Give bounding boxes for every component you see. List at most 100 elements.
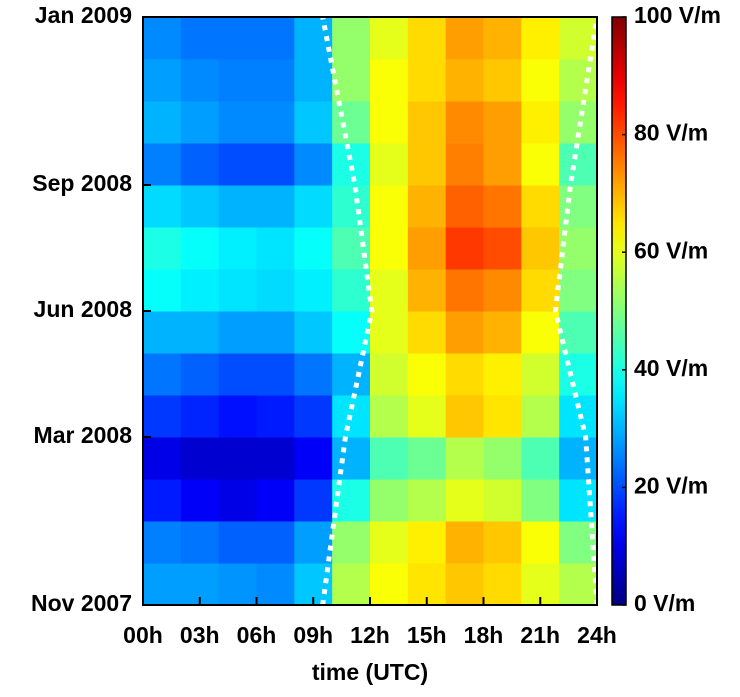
heatmap-cell — [180, 143, 220, 186]
heatmap-cell — [521, 269, 560, 312]
heatmap-cell — [407, 17, 447, 60]
heatmap-cell — [370, 563, 409, 606]
heatmap-cell — [407, 521, 447, 564]
heatmap-cell — [370, 227, 409, 270]
heatmap-cell — [370, 521, 409, 564]
heatmap-cell — [256, 143, 295, 186]
heatmap-cell — [180, 353, 220, 396]
heatmap-cell — [559, 59, 598, 102]
heatmap-cell — [143, 17, 182, 60]
heatmap-cell — [332, 563, 371, 606]
heatmap-cell — [180, 17, 220, 60]
heatmap-cell — [332, 521, 371, 564]
heatmap-cell — [483, 185, 522, 228]
heatmap-cell — [332, 227, 371, 270]
heatmap-cell — [521, 479, 560, 522]
heatmap-cell — [294, 521, 333, 564]
heatmap-cell — [143, 395, 182, 438]
heatmap-cell — [559, 143, 598, 186]
heatmap-cell — [294, 479, 333, 522]
heatmap-cell — [294, 227, 333, 270]
heatmap-cell — [180, 227, 220, 270]
heatmap-cell — [256, 479, 295, 522]
colorbar-tick-label: 80 V/m — [634, 120, 708, 146]
heatmap-cell — [218, 143, 257, 186]
heatmap-cell — [407, 227, 447, 270]
heatmap-cell — [294, 185, 333, 228]
heatmap-cell — [143, 59, 182, 102]
heatmap-cell — [370, 311, 409, 354]
boundary-curve — [552, 16, 600, 606]
heatmap-cell — [218, 59, 257, 102]
heatmap-cell — [143, 269, 182, 312]
heatmap-cell — [483, 395, 522, 438]
heatmap-cell — [332, 269, 371, 312]
heatmap-cell — [143, 479, 182, 522]
heatmap-cell — [370, 437, 409, 480]
heatmap-cell — [407, 59, 447, 102]
heatmap-cell — [180, 479, 220, 522]
heatmap-cell — [256, 311, 295, 354]
heatmap-cell — [294, 59, 333, 102]
heatmap-cell — [218, 353, 257, 396]
heatmap-cell — [445, 185, 484, 228]
heatmap-cell — [180, 269, 220, 312]
heatmap-cell — [218, 563, 257, 606]
heatmap-cell — [483, 59, 522, 102]
heatmap-cell — [294, 437, 333, 480]
heatmap-cell — [294, 311, 333, 354]
heatmap-cell — [218, 185, 257, 228]
heatmap-cell — [445, 437, 484, 480]
heatmap-cell — [143, 101, 182, 144]
heatmap-cell — [445, 227, 484, 270]
heatmap-cell — [445, 521, 484, 564]
heatmap-cell — [559, 353, 598, 396]
heatmap-cell — [294, 143, 333, 186]
heatmap-cell — [483, 479, 522, 522]
heatmap-cell — [143, 563, 182, 606]
heatmap-cell — [256, 269, 295, 312]
x-tick-label: 21h — [520, 622, 560, 648]
heatmap-cell — [445, 59, 484, 102]
heatmap-cell — [445, 563, 484, 606]
colorbar-tick-label: 40 V/m — [634, 355, 708, 381]
heatmap-cell — [143, 311, 182, 354]
heatmap-cell — [559, 269, 598, 312]
heatmap-cell — [483, 353, 522, 396]
heatmap-cell — [407, 479, 447, 522]
heatmap-cell — [521, 227, 560, 270]
heatmap-cell — [370, 143, 409, 186]
heatmap-cell — [521, 311, 560, 354]
heatmap-cell — [143, 185, 182, 228]
heatmap-cell — [256, 563, 295, 606]
colorbar-tick-label: 100 V/m — [634, 2, 721, 28]
heatmap-cell — [256, 59, 295, 102]
y-tick-label: Mar 2008 — [34, 422, 133, 448]
heatmap-cell — [332, 353, 371, 396]
heatmap-cell — [370, 353, 409, 396]
heatmap-cell — [407, 437, 447, 480]
heatmap-cell — [218, 521, 257, 564]
y-tick-label: Sep 2008 — [32, 170, 132, 196]
y-tick-label: Jun 2008 — [34, 296, 133, 322]
heatmap-cell — [445, 353, 484, 396]
heatmap-cell — [483, 521, 522, 564]
heatmap-cell — [332, 185, 371, 228]
heatmap-cell — [445, 395, 484, 438]
x-tick-label: 15h — [407, 622, 447, 648]
y-tick-label: Nov 2007 — [31, 590, 132, 616]
heatmap-cell — [559, 563, 598, 606]
heatmap-cell — [483, 269, 522, 312]
heatmap-cell — [218, 479, 257, 522]
colorbar-tick-label: 0 V/m — [634, 590, 695, 616]
heatmap-cell — [483, 437, 522, 480]
heatmap-cell — [218, 17, 257, 60]
heatmap-cell — [521, 17, 560, 60]
x-tick-label: 00h — [123, 622, 163, 648]
heatmap-cell — [256, 521, 295, 564]
boundary-curve — [320, 16, 375, 606]
heatmap-cell — [218, 227, 257, 270]
heatmap-cell — [445, 17, 484, 60]
heatmap-cell — [332, 59, 371, 102]
